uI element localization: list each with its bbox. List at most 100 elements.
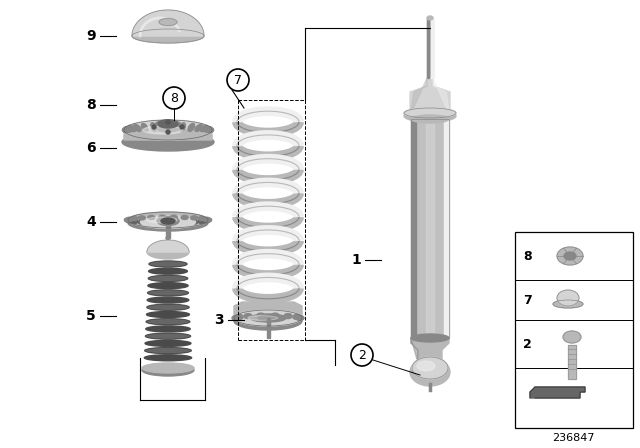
Ellipse shape <box>148 215 155 220</box>
Ellipse shape <box>126 219 133 223</box>
Text: 5: 5 <box>86 309 96 323</box>
Ellipse shape <box>132 29 204 43</box>
Ellipse shape <box>159 18 177 26</box>
Ellipse shape <box>258 315 278 320</box>
Ellipse shape <box>147 304 189 310</box>
Ellipse shape <box>146 319 190 325</box>
Polygon shape <box>124 130 212 140</box>
Ellipse shape <box>125 218 131 222</box>
Ellipse shape <box>170 221 177 225</box>
Ellipse shape <box>205 128 214 133</box>
Ellipse shape <box>284 314 292 319</box>
Ellipse shape <box>157 216 179 225</box>
Polygon shape <box>410 78 450 116</box>
Ellipse shape <box>148 276 188 281</box>
Text: 8: 8 <box>170 91 178 104</box>
Ellipse shape <box>296 315 304 320</box>
Bar <box>568 345 576 379</box>
Text: 236847: 236847 <box>552 433 595 443</box>
Ellipse shape <box>203 219 210 223</box>
Polygon shape <box>132 10 204 36</box>
Ellipse shape <box>147 245 189 259</box>
Ellipse shape <box>150 129 156 137</box>
Text: 9: 9 <box>86 29 96 43</box>
Ellipse shape <box>564 252 576 260</box>
Text: 8: 8 <box>86 98 96 112</box>
Ellipse shape <box>128 212 208 228</box>
Bar <box>266 318 269 338</box>
Text: 7: 7 <box>234 73 242 86</box>
Polygon shape <box>433 78 450 116</box>
Ellipse shape <box>122 128 131 133</box>
Ellipse shape <box>145 348 191 353</box>
Ellipse shape <box>141 124 148 131</box>
Ellipse shape <box>232 315 240 320</box>
Text: 6: 6 <box>86 141 96 155</box>
Ellipse shape <box>427 16 433 20</box>
Text: 1: 1 <box>351 253 361 267</box>
Text: 4: 4 <box>86 215 96 229</box>
Ellipse shape <box>200 125 209 132</box>
Text: 3: 3 <box>214 313 224 327</box>
Ellipse shape <box>124 127 132 132</box>
Text: 8: 8 <box>523 250 532 263</box>
Bar <box>427 18 433 78</box>
Bar <box>444 119 449 338</box>
Ellipse shape <box>138 220 145 224</box>
Ellipse shape <box>557 247 583 265</box>
Ellipse shape <box>147 311 189 318</box>
Ellipse shape <box>149 261 187 267</box>
Ellipse shape <box>563 331 581 343</box>
Ellipse shape <box>145 340 191 346</box>
Ellipse shape <box>142 364 194 376</box>
Ellipse shape <box>203 217 210 221</box>
Polygon shape <box>234 302 302 318</box>
Ellipse shape <box>125 218 131 222</box>
Text: 2: 2 <box>358 349 366 362</box>
Bar <box>426 119 434 338</box>
Ellipse shape <box>170 122 175 131</box>
Ellipse shape <box>411 334 449 342</box>
Bar <box>568 345 576 379</box>
Ellipse shape <box>235 314 243 319</box>
Ellipse shape <box>205 128 214 133</box>
Ellipse shape <box>204 128 212 134</box>
Polygon shape <box>410 78 427 116</box>
Ellipse shape <box>248 315 278 320</box>
Ellipse shape <box>138 216 145 220</box>
Ellipse shape <box>180 129 186 137</box>
Circle shape <box>351 344 373 366</box>
Ellipse shape <box>188 124 195 131</box>
Ellipse shape <box>158 120 178 128</box>
Bar <box>166 224 170 238</box>
Ellipse shape <box>146 326 190 332</box>
Ellipse shape <box>170 129 175 138</box>
Ellipse shape <box>161 218 175 224</box>
Ellipse shape <box>170 215 177 219</box>
Ellipse shape <box>293 314 301 319</box>
Text: 7: 7 <box>523 293 532 306</box>
Circle shape <box>166 120 170 124</box>
Ellipse shape <box>188 129 195 137</box>
Ellipse shape <box>154 120 182 132</box>
Ellipse shape <box>142 363 194 373</box>
Bar <box>427 18 429 78</box>
Ellipse shape <box>134 125 141 131</box>
Ellipse shape <box>145 355 191 361</box>
Ellipse shape <box>147 217 177 223</box>
Ellipse shape <box>124 120 212 140</box>
Ellipse shape <box>166 237 170 240</box>
Ellipse shape <box>257 313 265 318</box>
Ellipse shape <box>180 123 186 131</box>
Ellipse shape <box>147 297 189 303</box>
Polygon shape <box>411 338 418 363</box>
Ellipse shape <box>205 218 211 222</box>
Ellipse shape <box>159 215 166 219</box>
Ellipse shape <box>181 215 188 220</box>
Ellipse shape <box>195 125 202 131</box>
Ellipse shape <box>126 217 133 221</box>
Ellipse shape <box>159 221 166 225</box>
Circle shape <box>163 87 185 109</box>
Circle shape <box>227 69 249 91</box>
Ellipse shape <box>141 215 195 228</box>
